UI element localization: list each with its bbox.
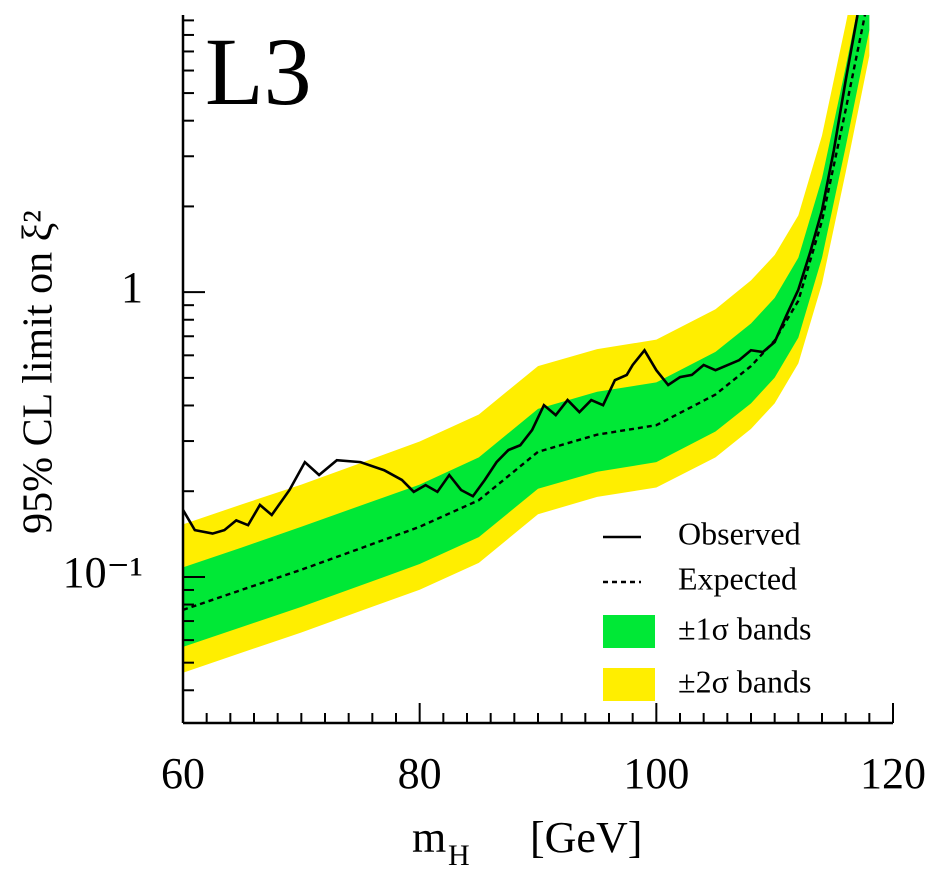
bands xyxy=(183,15,870,673)
legend: Observed Expected ±1σ bands ±2σ bands xyxy=(603,515,811,701)
legend-label: ±2σ bands xyxy=(678,663,811,699)
x-label-unit: [GeV] xyxy=(530,813,642,862)
lines xyxy=(183,15,867,612)
annotation: L3 xyxy=(205,18,312,125)
legend-label: Expected xyxy=(678,560,797,596)
x-label-subscript: H xyxy=(448,839,470,872)
y-tick-label: 1 xyxy=(121,263,143,312)
legend-swatch xyxy=(603,668,655,701)
x-label-symbol: m xyxy=(412,813,446,862)
legend-swatch xyxy=(603,615,655,648)
band-area xyxy=(183,15,870,647)
axes xyxy=(181,15,894,725)
legend-label: Observed xyxy=(678,515,801,551)
x-tick-label: 80 xyxy=(398,749,442,798)
y-axis-label: 95% CL limit on ξ² xyxy=(16,210,62,534)
x-axis-label: m H [GeV] xyxy=(412,813,642,872)
x-tick-label: 120 xyxy=(860,749,926,798)
data-line xyxy=(183,15,867,612)
data-line xyxy=(183,15,859,535)
legend-label: ±1σ bands xyxy=(678,610,811,646)
y-tick-label: 10⁻¹ xyxy=(63,548,143,597)
x-tick-label: 100 xyxy=(623,749,689,798)
x-tick-label: 60 xyxy=(161,749,205,798)
